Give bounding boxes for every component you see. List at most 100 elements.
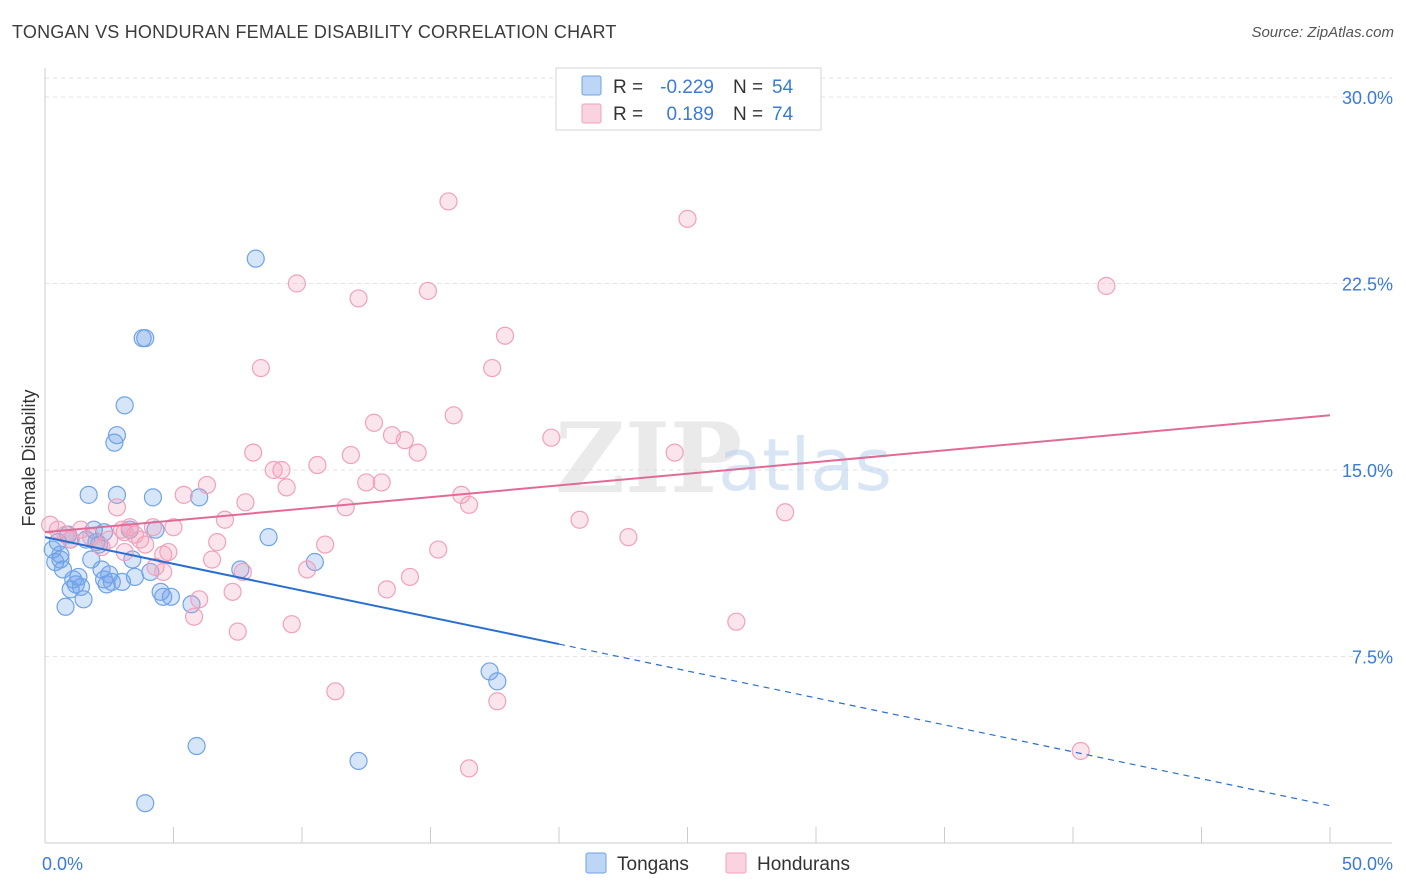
point-hondurans (159, 542, 178, 562)
source-label: Source: ZipAtlas.com (1251, 24, 1394, 41)
data-points (41, 192, 1116, 813)
trend-lines (44, 414, 1331, 807)
point-tongans (125, 567, 145, 587)
legend-r-value: 0.189 (666, 104, 714, 125)
point-hondurans (459, 495, 479, 514)
point-tongans (136, 794, 155, 813)
legend-n-label: N = (733, 77, 763, 98)
point-hondurans (488, 692, 507, 711)
point-hondurans (202, 550, 222, 569)
point-tongans (107, 426, 127, 445)
y-tick-label: 30.0% (1342, 88, 1393, 108)
point-hondurans (244, 443, 263, 462)
point-hondurans (364, 413, 384, 432)
point-hondurans (107, 498, 127, 517)
point-tongans (154, 587, 173, 606)
point-hondurans (277, 478, 296, 497)
legend-top: R = -0.229 N = 54 R = 0.189 N = 74 (555, 67, 822, 131)
point-hondurans (357, 473, 376, 492)
point-hondurans (619, 528, 638, 547)
point-hondurans (208, 533, 227, 552)
legend-bottom: Tongans Hondurans (585, 852, 850, 875)
y-tick-label: 7.5% (1352, 648, 1393, 668)
point-hondurans (1071, 741, 1090, 761)
point-tongans (79, 485, 98, 504)
legend-n-label: N = (733, 104, 763, 125)
point-tongans (56, 597, 75, 616)
point-tongans (246, 249, 265, 268)
watermark-atlas: atlas (718, 423, 892, 507)
axes (44, 68, 1392, 844)
point-hondurans (372, 473, 391, 492)
point-hondurans (115, 523, 134, 542)
point-tongans (349, 751, 368, 771)
point-tongans (305, 552, 324, 572)
point-hondurans (223, 582, 242, 601)
point-hondurans (1097, 276, 1116, 296)
y-tick-label: 15.0% (1342, 461, 1393, 481)
point-hondurans (228, 622, 247, 641)
point-hondurans (400, 567, 420, 587)
point-hondurans (495, 326, 515, 345)
point-tongans (51, 545, 70, 564)
point-tongans (161, 587, 181, 606)
legend-n-value: 74 (772, 104, 794, 125)
point-tongans (480, 662, 499, 681)
point-tongans (74, 590, 93, 609)
point-hondurans (190, 590, 209, 609)
trend-line-tongans (44, 536, 560, 646)
point-tongans (105, 433, 124, 452)
legend-r-label: R = (613, 104, 643, 125)
point-hondurans (197, 475, 217, 495)
y-tick-label: 22.5% (1342, 275, 1393, 295)
point-tongans (187, 736, 206, 756)
point-hondurans (459, 759, 479, 778)
point-tongans (143, 488, 163, 507)
legend-r-value: -0.229 (660, 77, 714, 98)
chart-title: TONGAN VS HONDURAN FEMALE DISABILITY COR… (12, 22, 617, 42)
point-hondurans (282, 615, 301, 634)
point-hondurans (483, 358, 502, 378)
point-hondurans (287, 274, 306, 293)
point-hondurans (308, 455, 327, 475)
legend-swatch-hondurans (725, 852, 747, 874)
point-hondurans (395, 431, 414, 450)
legend-label-tongans: Tongans (617, 854, 689, 875)
point-tongans (259, 528, 278, 547)
legend-r-label: R = (613, 77, 643, 98)
legend-n-value: 54 (772, 77, 794, 98)
point-hondurans (727, 612, 746, 631)
point-hondurans (418, 281, 438, 301)
point-tongans (115, 396, 134, 415)
point-hondurans (570, 510, 589, 529)
point-hondurans (336, 498, 355, 517)
trend-line-hondurans (44, 414, 1331, 534)
trend-line-tongans-extrapolated (558, 643, 1331, 807)
point-hondurans (439, 192, 458, 211)
point-tongans (488, 672, 507, 691)
point-hondurans (444, 406, 463, 425)
watermark-zip: ZIP (555, 402, 742, 515)
point-hondurans (272, 460, 291, 480)
legend-label-hondurans: Hondurans (757, 854, 850, 875)
x-tick-label: 50.0% (1342, 854, 1393, 874)
point-tongans (51, 550, 70, 569)
y-axis-label: Female Disability (19, 389, 39, 526)
point-hondurans (236, 493, 255, 512)
legend-swatch-hondurans (581, 103, 602, 124)
point-hondurans (776, 503, 795, 522)
tick-labels: 7.5% 15.0% 22.5% 30.0% 0.0% 50.0% (42, 88, 1393, 874)
point-hondurans (264, 460, 283, 480)
legend-box (555, 67, 822, 131)
point-hondurans (665, 443, 684, 462)
watermark: ZIP atlas (555, 402, 892, 515)
legend-swatch-tongans (585, 852, 607, 874)
point-hondurans (130, 530, 150, 549)
point-tongans (107, 485, 127, 504)
legend-swatch-tongans (581, 75, 602, 96)
point-hondurans (678, 209, 697, 228)
point-tongans (102, 572, 121, 592)
point-hondurans (174, 485, 193, 504)
point-hondurans (349, 289, 368, 308)
